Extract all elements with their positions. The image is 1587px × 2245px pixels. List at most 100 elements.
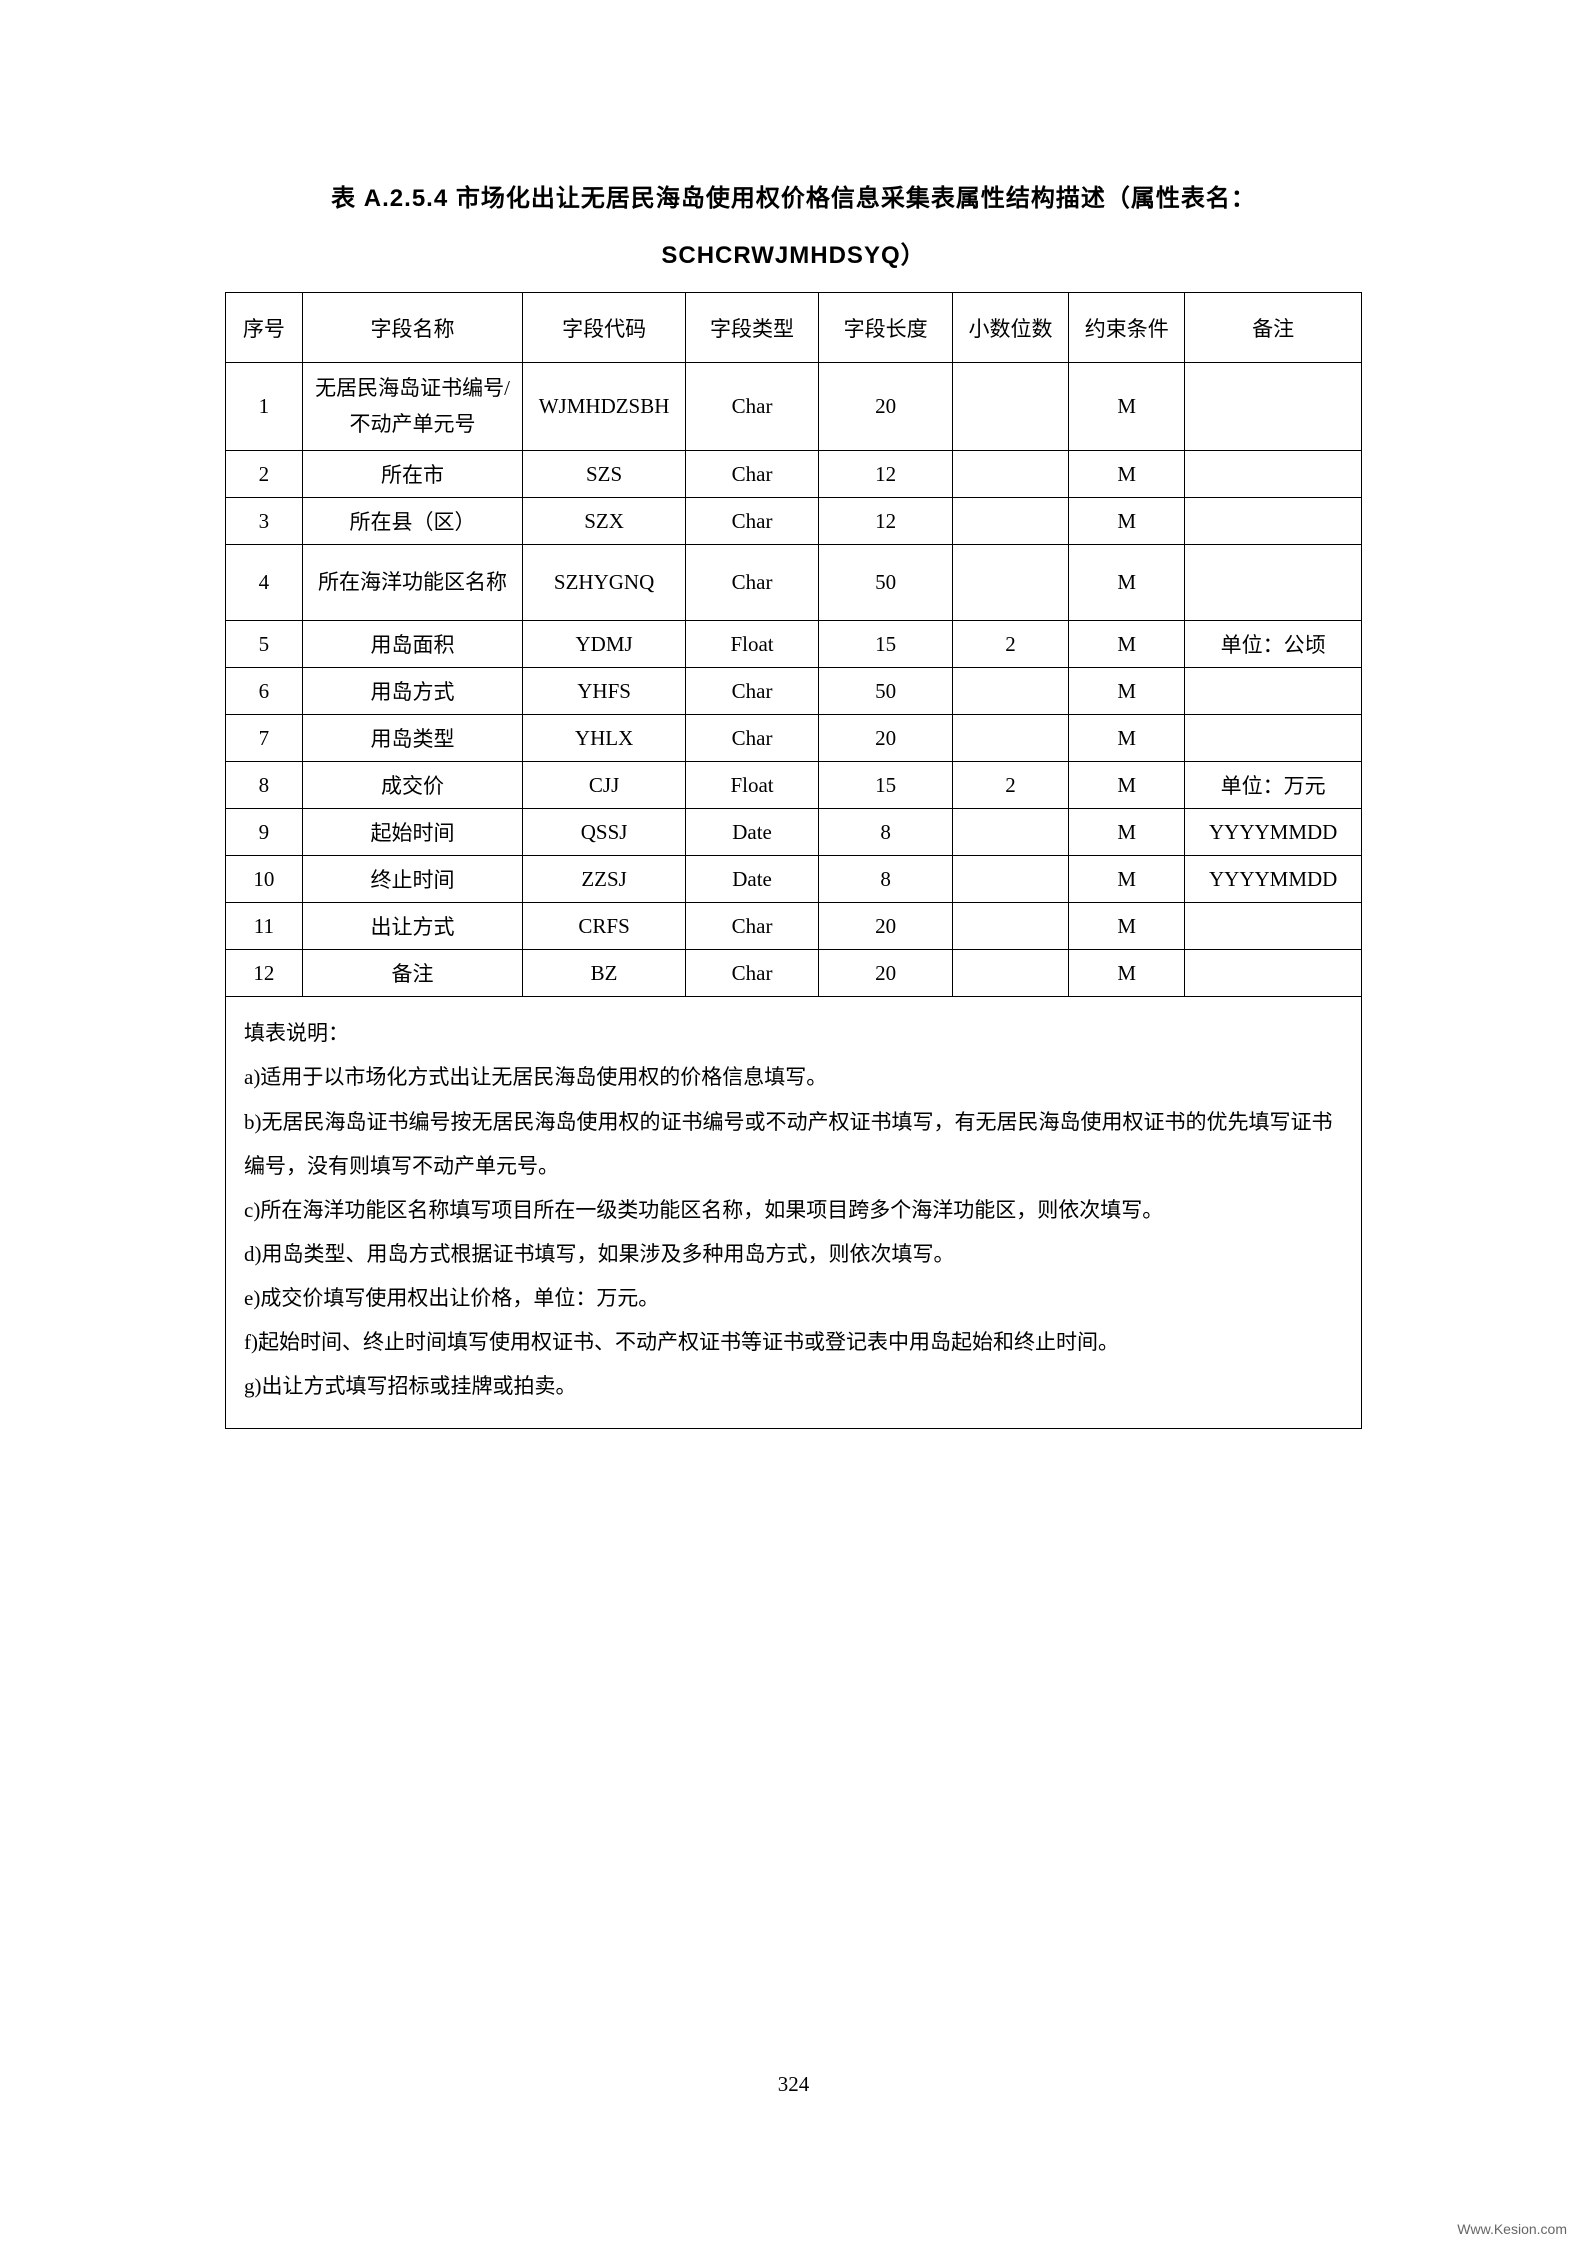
cell-type: Char — [685, 950, 819, 997]
table-row: 9起始时间QSSJDate8MYYYYMMDD — [226, 809, 1362, 856]
watermark: Www.Kesion.com — [1457, 2221, 1567, 2237]
page-content: 表 A.2.5.4 市场化出让无居民海岛使用权价格信息采集表属性结构描述（属性表… — [0, 0, 1587, 1429]
cell-code: QSSJ — [523, 809, 685, 856]
attribute-table: 序号 字段名称 字段代码 字段类型 字段长度 小数位数 约束条件 备注 1无居民… — [225, 292, 1362, 997]
note-item: a)适用于以市场化方式出让无居民海岛使用权的价格信息填写。 — [244, 1055, 1343, 1099]
cell-con: M — [1069, 363, 1185, 451]
cell-dec — [952, 498, 1068, 545]
cell-code: YHFS — [523, 668, 685, 715]
cell-name: 所在县（区） — [302, 498, 523, 545]
cell-note — [1185, 451, 1362, 498]
cell-type: Date — [685, 809, 819, 856]
cell-note — [1185, 668, 1362, 715]
cell-len: 12 — [819, 451, 953, 498]
table-title-line2: SCHCRWJMHDSYQ） — [225, 235, 1362, 270]
cell-code: CJJ — [523, 762, 685, 809]
cell-note — [1185, 903, 1362, 950]
cell-con: M — [1069, 668, 1185, 715]
cell-con: M — [1069, 621, 1185, 668]
cell-seq: 3 — [226, 498, 303, 545]
cell-type: Char — [685, 545, 819, 621]
cell-note — [1185, 545, 1362, 621]
note-item: b)无居民海岛证书编号按无居民海岛使用权的证书编号或不动产权证书填写，有无居民海… — [244, 1100, 1343, 1188]
cell-con: M — [1069, 809, 1185, 856]
cell-code: ZZSJ — [523, 856, 685, 903]
cell-len: 20 — [819, 903, 953, 950]
cell-con: M — [1069, 545, 1185, 621]
cell-code: SZX — [523, 498, 685, 545]
cell-code: SZHYGNQ — [523, 545, 685, 621]
header-note: 备注 — [1185, 293, 1362, 363]
cell-name: 用岛面积 — [302, 621, 523, 668]
cell-seq: 4 — [226, 545, 303, 621]
table-row: 12备注BZChar20 M — [226, 950, 1362, 997]
cell-len: 15 — [819, 762, 953, 809]
cell-note — [1185, 363, 1362, 451]
cell-seq: 7 — [226, 715, 303, 762]
table-row: 8成交价CJJFloat152M单位：万元 — [226, 762, 1362, 809]
cell-name: 用岛方式 — [302, 668, 523, 715]
cell-name: 无居民海岛证书编号/不动产单元号 — [302, 363, 523, 451]
table-row: 2所在市SZSChar12M — [226, 451, 1362, 498]
cell-name: 终止时间 — [302, 856, 523, 903]
cell-type: Float — [685, 762, 819, 809]
cell-seq: 12 — [226, 950, 303, 997]
cell-code: SZS — [523, 451, 685, 498]
table-row: 11出让方式CRFSChar20M — [226, 903, 1362, 950]
table-body: 1无居民海岛证书编号/不动产单元号WJMHDZSBHChar20M2所在市SZS… — [226, 363, 1362, 997]
cell-note: YYYYMMDD — [1185, 856, 1362, 903]
cell-dec: 2 — [952, 621, 1068, 668]
cell-dec — [952, 903, 1068, 950]
note-item: d)用岛类型、用岛方式根据证书填写，如果涉及多种用岛方式，则依次填写。 — [244, 1232, 1343, 1276]
table-row: 10终止时间ZZSJDate8MYYYYMMDD — [226, 856, 1362, 903]
notes-section: 填表说明： a)适用于以市场化方式出让无居民海岛使用权的价格信息填写。b)无居民… — [225, 997, 1362, 1429]
table-header-row: 序号 字段名称 字段代码 字段类型 字段长度 小数位数 约束条件 备注 — [226, 293, 1362, 363]
table-row: 5用岛面积YDMJFloat152M单位：公顷 — [226, 621, 1362, 668]
cell-len: 12 — [819, 498, 953, 545]
table-row: 7用岛类型YHLXChar20M — [226, 715, 1362, 762]
cell-len: 50 — [819, 545, 953, 621]
cell-name: 用岛类型 — [302, 715, 523, 762]
cell-con: M — [1069, 451, 1185, 498]
notes-header: 填表说明： — [244, 1011, 1343, 1055]
cell-con: M — [1069, 950, 1185, 997]
note-item: g)出让方式填写招标或挂牌或拍卖。 — [244, 1364, 1343, 1408]
cell-type: Date — [685, 856, 819, 903]
cell-con: M — [1069, 715, 1185, 762]
cell-code: WJMHDZSBH — [523, 363, 685, 451]
header-con: 约束条件 — [1069, 293, 1185, 363]
cell-note: 单位：万元 — [1185, 762, 1362, 809]
cell-len: 15 — [819, 621, 953, 668]
cell-name: 起始时间 — [302, 809, 523, 856]
cell-note — [1185, 715, 1362, 762]
table-row: 6用岛方式YHFSChar50M — [226, 668, 1362, 715]
cell-code: CRFS — [523, 903, 685, 950]
cell-name: 出让方式 — [302, 903, 523, 950]
cell-type: Char — [685, 498, 819, 545]
cell-con: M — [1069, 762, 1185, 809]
note-item: c)所在海洋功能区名称填写项目所在一级类功能区名称，如果项目跨多个海洋功能区，则… — [244, 1188, 1343, 1232]
table-row: 4所在海洋功能区名称SZHYGNQChar50M — [226, 545, 1362, 621]
table-row: 1无居民海岛证书编号/不动产单元号WJMHDZSBHChar20M — [226, 363, 1362, 451]
cell-seq: 10 — [226, 856, 303, 903]
cell-len: 20 — [819, 950, 953, 997]
cell-note — [1185, 498, 1362, 545]
cell-note: YYYYMMDD — [1185, 809, 1362, 856]
notes-list: a)适用于以市场化方式出让无居民海岛使用权的价格信息填写。b)无居民海岛证书编号… — [244, 1055, 1343, 1408]
table-row: 3所在县（区）SZXChar12M — [226, 498, 1362, 545]
page-number: 324 — [0, 2072, 1587, 2097]
cell-type: Char — [685, 451, 819, 498]
cell-len: 8 — [819, 809, 953, 856]
cell-name: 备注 — [302, 950, 523, 997]
cell-len: 8 — [819, 856, 953, 903]
header-name: 字段名称 — [302, 293, 523, 363]
cell-dec — [952, 545, 1068, 621]
cell-dec — [952, 451, 1068, 498]
cell-code: BZ — [523, 950, 685, 997]
note-item: f)起始时间、终止时间填写使用权证书、不动产权证书等证书或登记表中用岛起始和终止… — [244, 1320, 1343, 1364]
cell-dec — [952, 668, 1068, 715]
cell-code: YDMJ — [523, 621, 685, 668]
cell-seq: 11 — [226, 903, 303, 950]
cell-seq: 5 — [226, 621, 303, 668]
cell-seq: 6 — [226, 668, 303, 715]
